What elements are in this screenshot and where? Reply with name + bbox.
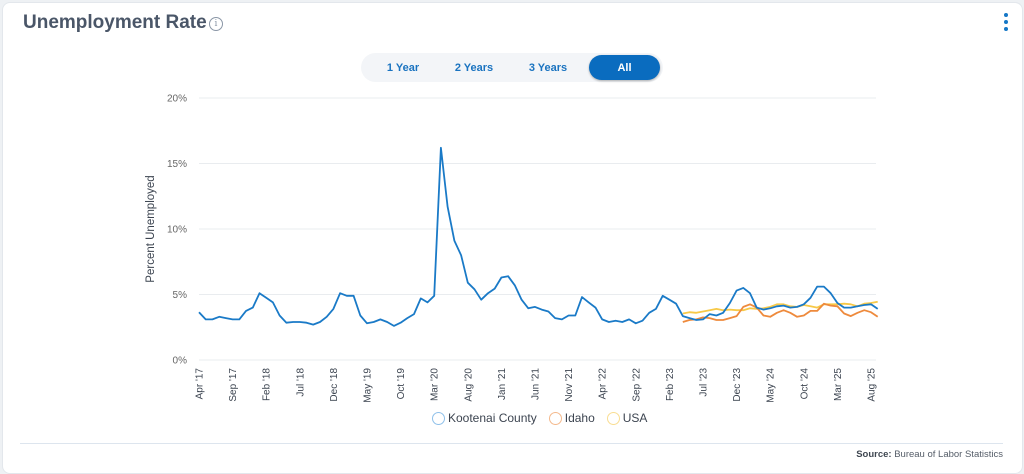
info-icon[interactable]: i [209,17,223,31]
range-1-year-button[interactable]: 1 Year [367,55,439,80]
x-tick-label: Jul '23 [698,368,709,397]
kebab-menu-icon[interactable] [1002,13,1010,35]
x-tick-label: Aug '25 [866,368,877,402]
series-line-usa [682,300,878,315]
x-tick-label: Dec '23 [732,368,743,402]
y-tick-label: 10% [167,225,187,236]
footer-divider [20,443,1003,444]
legend-label: USA [622,411,648,425]
x-tick-label: Aug '20 [463,368,474,402]
series-line-kootenai-county [198,146,879,327]
x-tick-label: Mar '20 [430,368,441,401]
range-2-years-button[interactable]: 2 Years [439,55,509,80]
x-tick-label: Oct '19 [396,368,407,400]
x-tick-label: Apr '17 [195,368,206,400]
x-tick-label: May '24 [766,368,777,403]
x-tick-label: Apr '22 [598,368,609,400]
x-tick-label: Jul '18 [295,368,306,397]
legend-item-kootenai[interactable]: Kootenai County [432,411,537,425]
legend-circle-icon [548,411,562,425]
x-tick-label: Nov '21 [564,368,575,402]
legend-circle-icon [432,411,445,425]
legend-label: Kootenai County [448,411,537,425]
chart-legend: Kootenai County Idaho USA [432,411,647,425]
series-line-idaho [682,302,879,323]
y-axis-title: Percent Unemployed [145,175,157,282]
x-tick-label: Oct '24 [799,368,810,400]
x-tick-label: Feb '23 [665,368,676,401]
y-tick-label: 15% [167,159,187,170]
x-tick-label: Jan '21 [497,368,508,400]
range-all-button[interactable]: All [589,55,660,80]
legend-label: Idaho [564,411,595,425]
x-tick-label: Mar '25 [833,368,844,401]
y-tick-label: 20% [167,94,187,105]
range-3-years-button[interactable]: 3 Years [511,55,585,80]
range-selector: 1 Year 2 Years 3 Years All [361,53,663,82]
x-tick-label: Sep '22 [631,368,642,402]
x-tick-label: Feb '18 [262,368,273,401]
source-note: Source: Bureau of Labor Statistics [856,449,1003,460]
legend-item-usa[interactable]: USA [606,411,648,425]
y-tick-label: 0% [173,356,188,367]
card-title: Unemployment Rate [23,12,207,33]
legend-circle-icon [606,411,620,425]
y-tick-label: 5% [173,290,188,301]
source-value: Bureau of Labor Statistics [894,449,1003,460]
x-tick-label: Dec '18 [329,368,340,402]
x-tick-label: Sep '17 [228,368,239,402]
x-tick-label: May '19 [362,368,373,403]
x-tick-label: Jun '21 [530,368,541,400]
legend-item-idaho[interactable]: Idaho [548,411,595,425]
source-label: Source: [856,449,892,460]
